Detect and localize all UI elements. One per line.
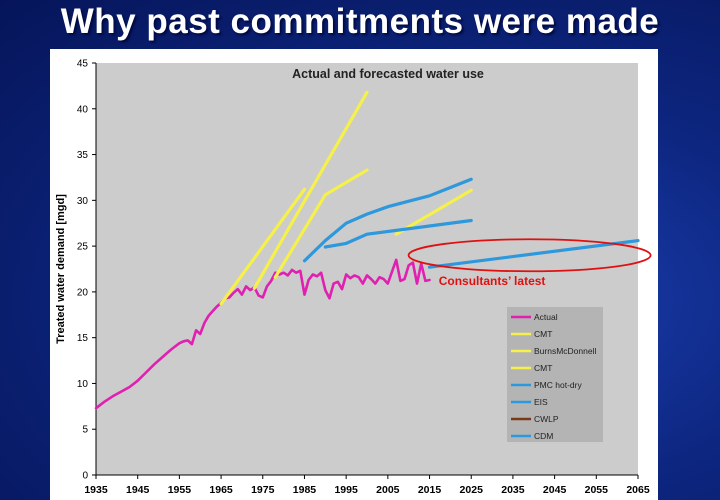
x-tick-label: 1945	[126, 484, 150, 496]
x-tick-label: 2005	[376, 484, 400, 496]
annotation-label: Consultants’ latest	[439, 274, 546, 288]
legend-label: PMC hot-dry	[534, 380, 582, 390]
y-tick-label: 15	[77, 333, 89, 344]
axes	[95, 63, 638, 476]
slide-title: Why past commitments were made	[60, 2, 660, 41]
x-tick-label: 2045	[543, 484, 567, 496]
series-eis	[323, 218, 473, 249]
y-tick-label: 30	[77, 196, 89, 207]
x-tick-label: 1935	[84, 484, 108, 496]
legend: Actual CMT BurnsMcDonnell CMT PMC hot-dry EIS…	[507, 307, 603, 442]
series-layer	[94, 90, 640, 410]
water-use-chart: 1935 1945 1955 1965 1975 1985 1995 2005 2015 2025…	[55, 59, 652, 496]
legend-label: BurnsMcDonnell	[534, 346, 596, 356]
legend-label: EIS	[534, 397, 548, 407]
series-cmt	[219, 187, 307, 306]
x-tick-label: 1965	[209, 484, 233, 496]
y-tick-label: 45	[77, 59, 89, 70]
y-tick-label: 10	[77, 379, 89, 390]
chart-title: Actual and forecasted water use	[292, 67, 484, 81]
chart-panel: 1935 1945 1955 1965 1975 1985 1995 2005 2015 2025…	[50, 49, 658, 500]
x-tick-label: 1955	[168, 484, 192, 496]
series-burnsmcdonnell	[252, 90, 369, 290]
series-cmt	[273, 168, 369, 279]
y-tick-label: 35	[77, 150, 89, 161]
legend-label: Actual	[534, 312, 558, 322]
legend-label: CDM	[534, 431, 553, 441]
y-tick-label: 25	[77, 242, 89, 253]
y-axis-title: Treated water demand [mgd]	[55, 194, 67, 344]
x-tick-label: 2065	[626, 484, 650, 496]
legend-label: CWLP	[534, 414, 559, 424]
x-tick-label: 2035	[501, 484, 525, 496]
y-tick-label: 5	[82, 425, 88, 436]
legend-label: CMT	[534, 329, 552, 339]
x-tick-label: 1975	[251, 484, 275, 496]
highlight-ellipse	[407, 238, 652, 273]
annotation-layer: Consultants’ latest	[407, 238, 652, 288]
y-ticks: 0 5 10 15 20 25 30 35 40 45	[77, 59, 96, 482]
x-tick-label: 1985	[293, 484, 317, 496]
series-cmt-latest-	[394, 188, 473, 236]
y-tick-label: 20	[77, 287, 89, 298]
x-tick-label: 1995	[334, 484, 358, 496]
y-tick-label: 0	[82, 471, 88, 482]
x-ticks: 1935 1945 1955 1965 1975 1985 1995 2005 2015 2025…	[84, 475, 650, 496]
series-actual	[94, 258, 431, 410]
y-tick-label: 40	[77, 104, 89, 115]
x-tick-label: 2055	[585, 484, 609, 496]
x-tick-label: 2025	[460, 484, 484, 496]
series-cdm	[427, 239, 640, 269]
legend-label: CMT	[534, 363, 552, 373]
x-tick-label: 2015	[418, 484, 442, 496]
series-pmc-hot-dry	[302, 177, 473, 263]
